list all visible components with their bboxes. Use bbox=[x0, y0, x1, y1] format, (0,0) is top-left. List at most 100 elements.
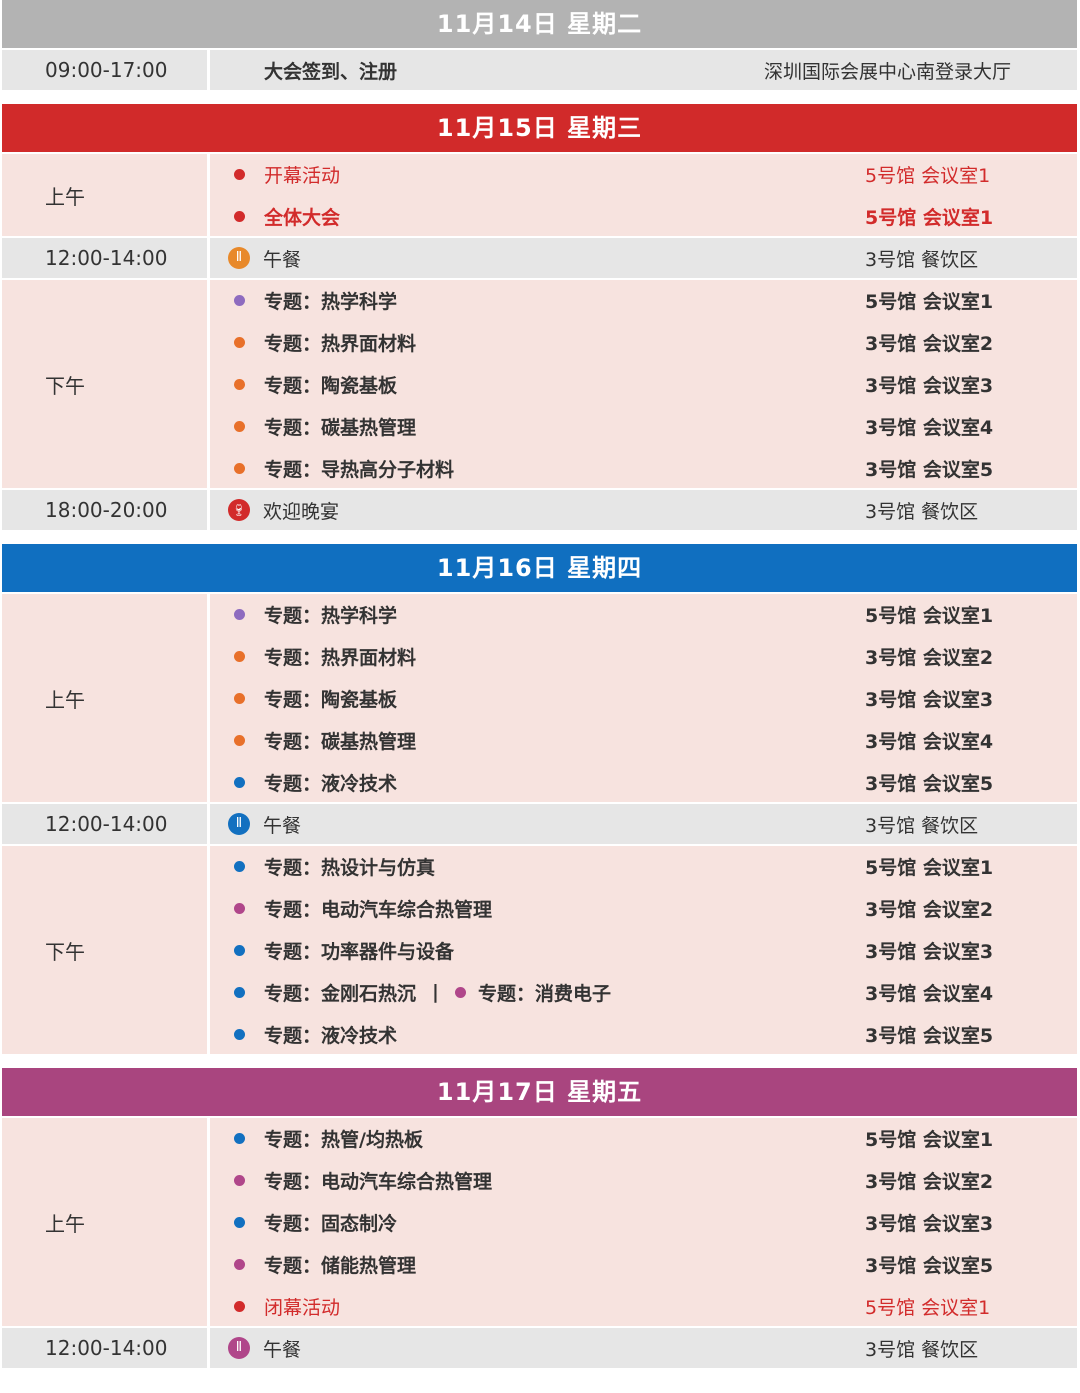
items-column: Ⅱ 午餐 3号馆 餐饮区 bbox=[210, 238, 1077, 278]
items-column: 大会签到、注册 深圳国际会展中心南登录大厅 bbox=[210, 50, 1077, 90]
location: 3号馆 会议室4 bbox=[865, 416, 994, 439]
location: 3号馆 会议室2 bbox=[865, 332, 994, 355]
list-item: 闭幕活动 5号馆 会议室1 bbox=[210, 1286, 1077, 1326]
day-header: 11月15日 星期三 bbox=[2, 104, 1077, 152]
fork-knife-icon: Ⅱ bbox=[228, 813, 250, 835]
list-item: 专题：热界面材料 3号馆 会议室2 bbox=[210, 636, 1077, 676]
time-cell: 09:00-17:00 bbox=[2, 50, 207, 90]
items-column: 🍷︎ 欢迎晚宴 3号馆 餐饮区 bbox=[210, 490, 1077, 530]
location: 3号馆 会议室3 bbox=[865, 940, 994, 963]
list-item: 专题：储能热管理 3号馆 会议室5 bbox=[210, 1244, 1077, 1284]
bullet-dot-icon bbox=[234, 1174, 245, 1186]
wine-glass-icon: 🍷︎ bbox=[228, 499, 250, 521]
list-item: 专题：液冷技术 3号馆 会议室5 bbox=[210, 762, 1077, 802]
session-title: 专题：热界面材料 bbox=[264, 332, 417, 355]
location: 5号馆 会议室1 bbox=[865, 206, 994, 229]
time-cell: 12:00-14:00 bbox=[2, 1328, 207, 1368]
bullet-dot-icon bbox=[234, 462, 245, 474]
session-title: 专题：消费电子 bbox=[477, 982, 611, 1005]
schedule-block: 下午 专题：热设计与仿真 5号馆 会议室1 专题：电动汽车综合热管理 3号馆 会议室2 专… bbox=[2, 846, 1077, 1054]
bullet-dot-icon bbox=[234, 210, 245, 222]
list-item: 专题：功率器件与设备 3号馆 会议室3 bbox=[210, 930, 1077, 970]
day-header: 11月17日 星期五 bbox=[2, 1068, 1077, 1116]
schedule-block: 09:00-17:00 大会签到、注册 深圳国际会展中心南登录大厅 bbox=[2, 50, 1077, 90]
location: 3号馆 会议室4 bbox=[865, 730, 994, 753]
schedule-block: 18:00-20:00 🍷︎ 欢迎晚宴 3号馆 餐饮区 bbox=[2, 490, 1077, 530]
session-title: 专题：液冷技术 bbox=[264, 1024, 398, 1047]
location: 5号馆 会议室1 bbox=[865, 1296, 991, 1319]
location: 5号馆 会议室1 bbox=[865, 1128, 994, 1151]
session-title: 闭幕活动 bbox=[264, 1296, 341, 1319]
list-item: Ⅱ 午餐 3号馆 餐饮区 bbox=[210, 238, 1077, 278]
list-item: 全体大会 5号馆 会议室1 bbox=[210, 196, 1077, 236]
location: 3号馆 会议室4 bbox=[865, 982, 994, 1005]
session-title: 专题：金刚石热沉 bbox=[264, 982, 417, 1005]
items-column: Ⅱ 午餐 3号馆 餐饮区 bbox=[210, 1328, 1077, 1368]
list-item: 专题：液冷技术 3号馆 会议室5 bbox=[210, 1014, 1077, 1054]
location: 3号馆 餐饮区 bbox=[865, 500, 979, 523]
location: 3号馆 会议室5 bbox=[865, 1254, 994, 1277]
bullet-dot-icon bbox=[234, 986, 245, 998]
bullet-dot-icon bbox=[234, 1028, 245, 1040]
location: 3号馆 会议室2 bbox=[865, 1170, 994, 1193]
day-section: 11月16日 星期四 上午 专题：热学科学 5号馆 会议室1 专题：热界面材料 3号馆 会… bbox=[2, 544, 1077, 1054]
time-cell: 下午 bbox=[2, 280, 207, 488]
separator: | bbox=[432, 981, 439, 1003]
bullet-dot-icon bbox=[234, 608, 245, 620]
time-cell: 18:00-20:00 bbox=[2, 490, 207, 530]
bullet-dot-icon bbox=[234, 944, 245, 956]
bullet-dot-icon bbox=[454, 986, 466, 998]
session-title: 午餐 bbox=[263, 814, 302, 837]
list-item: 专题：热设计与仿真 5号馆 会议室1 bbox=[210, 846, 1077, 886]
list-item: 大会签到、注册 深圳国际会展中心南登录大厅 bbox=[210, 50, 1077, 90]
bullet-dot-icon bbox=[234, 420, 245, 432]
schedule-block: 上午 专题：热学科学 5号馆 会议室1 专题：热界面材料 3号馆 会议室2 专题：陶瓷基板… bbox=[2, 594, 1077, 802]
bullet-dot-icon bbox=[234, 776, 245, 788]
list-item: Ⅱ 午餐 3号馆 餐饮区 bbox=[210, 1328, 1077, 1368]
session-title: 专题：电动汽车综合热管理 bbox=[264, 1170, 493, 1193]
schedule-block: 12:00-14:00 Ⅱ 午餐 3号馆 餐饮区 bbox=[2, 238, 1077, 278]
bullet-dot-icon bbox=[234, 860, 245, 872]
day-header: 11月14日 星期二 bbox=[2, 0, 1077, 48]
session-title: 专题：碳基热管理 bbox=[264, 416, 417, 439]
location: 3号馆 会议室3 bbox=[865, 688, 994, 711]
location: 3号馆 会议室3 bbox=[865, 1212, 994, 1235]
session-title: 专题：功率器件与设备 bbox=[264, 940, 455, 963]
bullet-dot-icon bbox=[234, 902, 245, 914]
location: 5号馆 会议室1 bbox=[865, 856, 994, 879]
list-item: 专题：热学科学 5号馆 会议室1 bbox=[210, 280, 1077, 320]
items-column: 专题：热管/均热板 5号馆 会议室1 专题：电动汽车综合热管理 3号馆 会议室2 专题：… bbox=[210, 1118, 1077, 1326]
time-cell: 12:00-14:00 bbox=[2, 804, 207, 844]
location: 3号馆 会议室2 bbox=[865, 898, 994, 921]
bullet-dot-icon bbox=[234, 168, 245, 180]
session-title: 专题：热管/均热板 bbox=[264, 1128, 423, 1151]
list-item: 专题：金刚石热沉 | 专题：消费电子 3号馆 会议室4 bbox=[210, 972, 1077, 1012]
items-column: 开幕活动 5号馆 会议室1 全体大会 5号馆 会议室1 bbox=[210, 154, 1077, 236]
location: 3号馆 会议室3 bbox=[865, 374, 994, 397]
time-cell: 上午 bbox=[2, 594, 207, 802]
list-item: 专题：陶瓷基板 3号馆 会议室3 bbox=[210, 678, 1077, 718]
list-item: 专题：碳基热管理 3号馆 会议室4 bbox=[210, 406, 1077, 446]
bullet-dot-icon bbox=[234, 378, 245, 390]
location: 5号馆 会议室1 bbox=[865, 164, 991, 187]
list-item: 专题：固态制冷 3号馆 会议室3 bbox=[210, 1202, 1077, 1242]
list-item: 专题：电动汽车综合热管理 3号馆 会议室2 bbox=[210, 888, 1077, 928]
bullet-dot-icon bbox=[234, 734, 245, 746]
time-cell: 下午 bbox=[2, 846, 207, 1054]
schedule-block: 12:00-14:00 Ⅱ 午餐 3号馆 餐饮区 bbox=[2, 804, 1077, 844]
list-item: 专题：电动汽车综合热管理 3号馆 会议室2 bbox=[210, 1160, 1077, 1200]
list-item: 专题：导热高分子材料 3号馆 会议室5 bbox=[210, 448, 1077, 488]
session-title: 专题：陶瓷基板 bbox=[264, 374, 398, 397]
list-item: 专题：热界面材料 3号馆 会议室2 bbox=[210, 322, 1077, 362]
fork-knife-icon: Ⅱ bbox=[228, 1337, 250, 1359]
session-title: 专题：热学科学 bbox=[264, 604, 398, 627]
list-item: 专题：热管/均热板 5号馆 会议室1 bbox=[210, 1118, 1077, 1158]
location: 3号馆 会议室2 bbox=[865, 646, 994, 669]
session-title: 专题：热设计与仿真 bbox=[264, 856, 436, 879]
session-title: 开幕活动 bbox=[264, 164, 341, 187]
location: 3号馆 餐饮区 bbox=[865, 1338, 979, 1361]
bullet-dot-icon bbox=[234, 336, 245, 348]
items-column: 专题：热学科学 5号馆 会议室1 专题：热界面材料 3号馆 会议室2 专题：陶瓷基板 3号… bbox=[210, 594, 1077, 802]
session-title: 专题：电动汽车综合热管理 bbox=[264, 898, 493, 921]
